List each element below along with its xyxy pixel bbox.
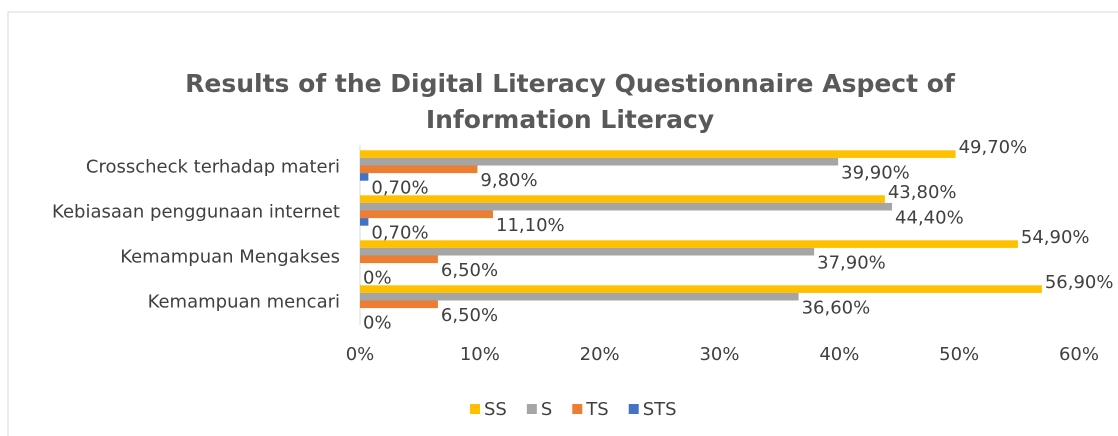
data-label: 0% xyxy=(363,313,392,334)
x-tick-label: 40% xyxy=(819,344,859,365)
data-label: 56,90% xyxy=(1045,272,1114,293)
data-label: 43,80% xyxy=(888,182,957,203)
bar xyxy=(360,292,799,301)
bar xyxy=(360,255,438,264)
category-label: Kemampuan Mengakses xyxy=(120,247,340,268)
bar xyxy=(360,285,1042,293)
category-label: Kemampuan mencari xyxy=(148,292,340,313)
bar xyxy=(360,173,369,181)
data-label: 11,10% xyxy=(496,215,565,236)
data-label: 6,50% xyxy=(441,260,498,281)
x-tick-label: 0% xyxy=(346,344,375,365)
data-label: 37,90% xyxy=(817,253,886,274)
bar xyxy=(360,300,438,309)
chart-title: Results of the Digital Literacy Question… xyxy=(185,69,955,134)
x-tick-label: 20% xyxy=(580,344,620,365)
data-label: 49,70% xyxy=(959,137,1028,158)
legend-swatch xyxy=(526,404,537,414)
bar xyxy=(360,157,839,166)
legend-label: TS xyxy=(585,399,608,420)
bar xyxy=(360,150,956,158)
bar xyxy=(360,195,885,203)
data-label: 6,50% xyxy=(441,305,498,326)
category-label: Kebiasaan penggunaan internet xyxy=(52,202,340,223)
x-tick-label: 50% xyxy=(939,344,979,365)
legend-swatch xyxy=(470,404,480,414)
category-label: Crosscheck terhadap materi xyxy=(86,157,340,178)
data-label: 39,90% xyxy=(841,163,910,184)
bar xyxy=(360,247,815,256)
chart-border xyxy=(7,11,1118,436)
bar xyxy=(360,240,1018,248)
legend-label: SS xyxy=(484,399,507,420)
x-tick-label: 60% xyxy=(1059,344,1099,365)
data-label: 36,60% xyxy=(802,298,871,319)
bar xyxy=(360,210,494,219)
bar xyxy=(360,165,478,174)
x-tick-label: 10% xyxy=(460,344,500,365)
bar xyxy=(360,202,893,211)
data-label: 0,70% xyxy=(371,223,428,244)
x-tick-label: 30% xyxy=(699,344,739,365)
data-label: 9,80% xyxy=(480,170,537,191)
data-label: 0,70% xyxy=(371,178,428,199)
data-label: 0% xyxy=(363,268,392,289)
legend-swatch xyxy=(628,404,639,414)
data-label: 54,90% xyxy=(1021,227,1090,248)
legend-swatch xyxy=(572,404,583,414)
data-label: 44,40% xyxy=(895,208,964,229)
legend-label: STS xyxy=(643,399,677,420)
legend-label: S xyxy=(541,399,552,420)
bar xyxy=(360,218,369,226)
